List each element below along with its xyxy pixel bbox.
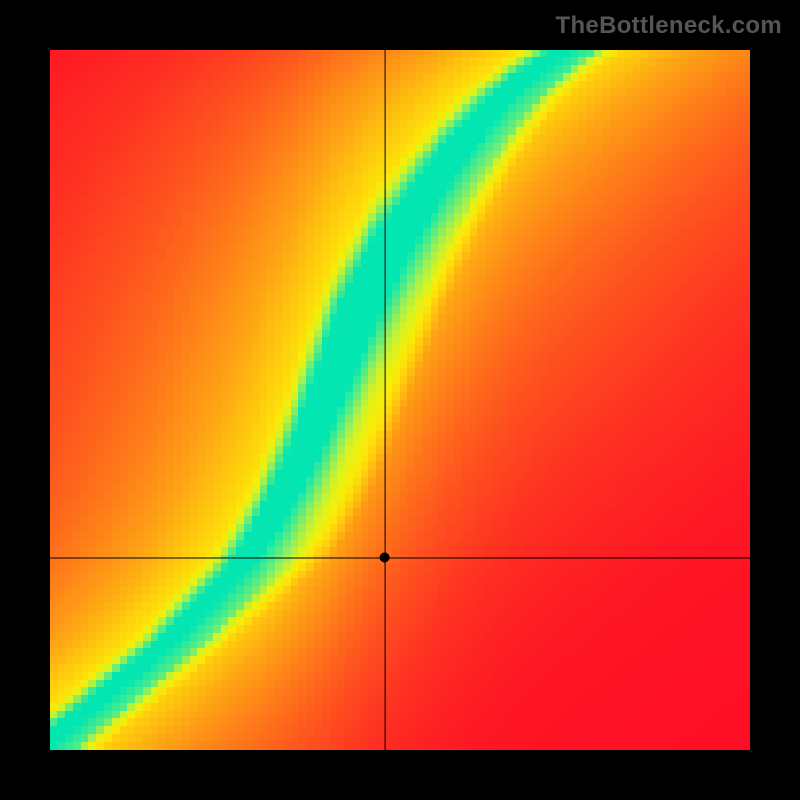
chart-container: TheBottleneck.com bbox=[0, 0, 800, 800]
watermark-text: TheBottleneck.com bbox=[556, 12, 782, 40]
bottleneck-heatmap bbox=[50, 50, 750, 750]
